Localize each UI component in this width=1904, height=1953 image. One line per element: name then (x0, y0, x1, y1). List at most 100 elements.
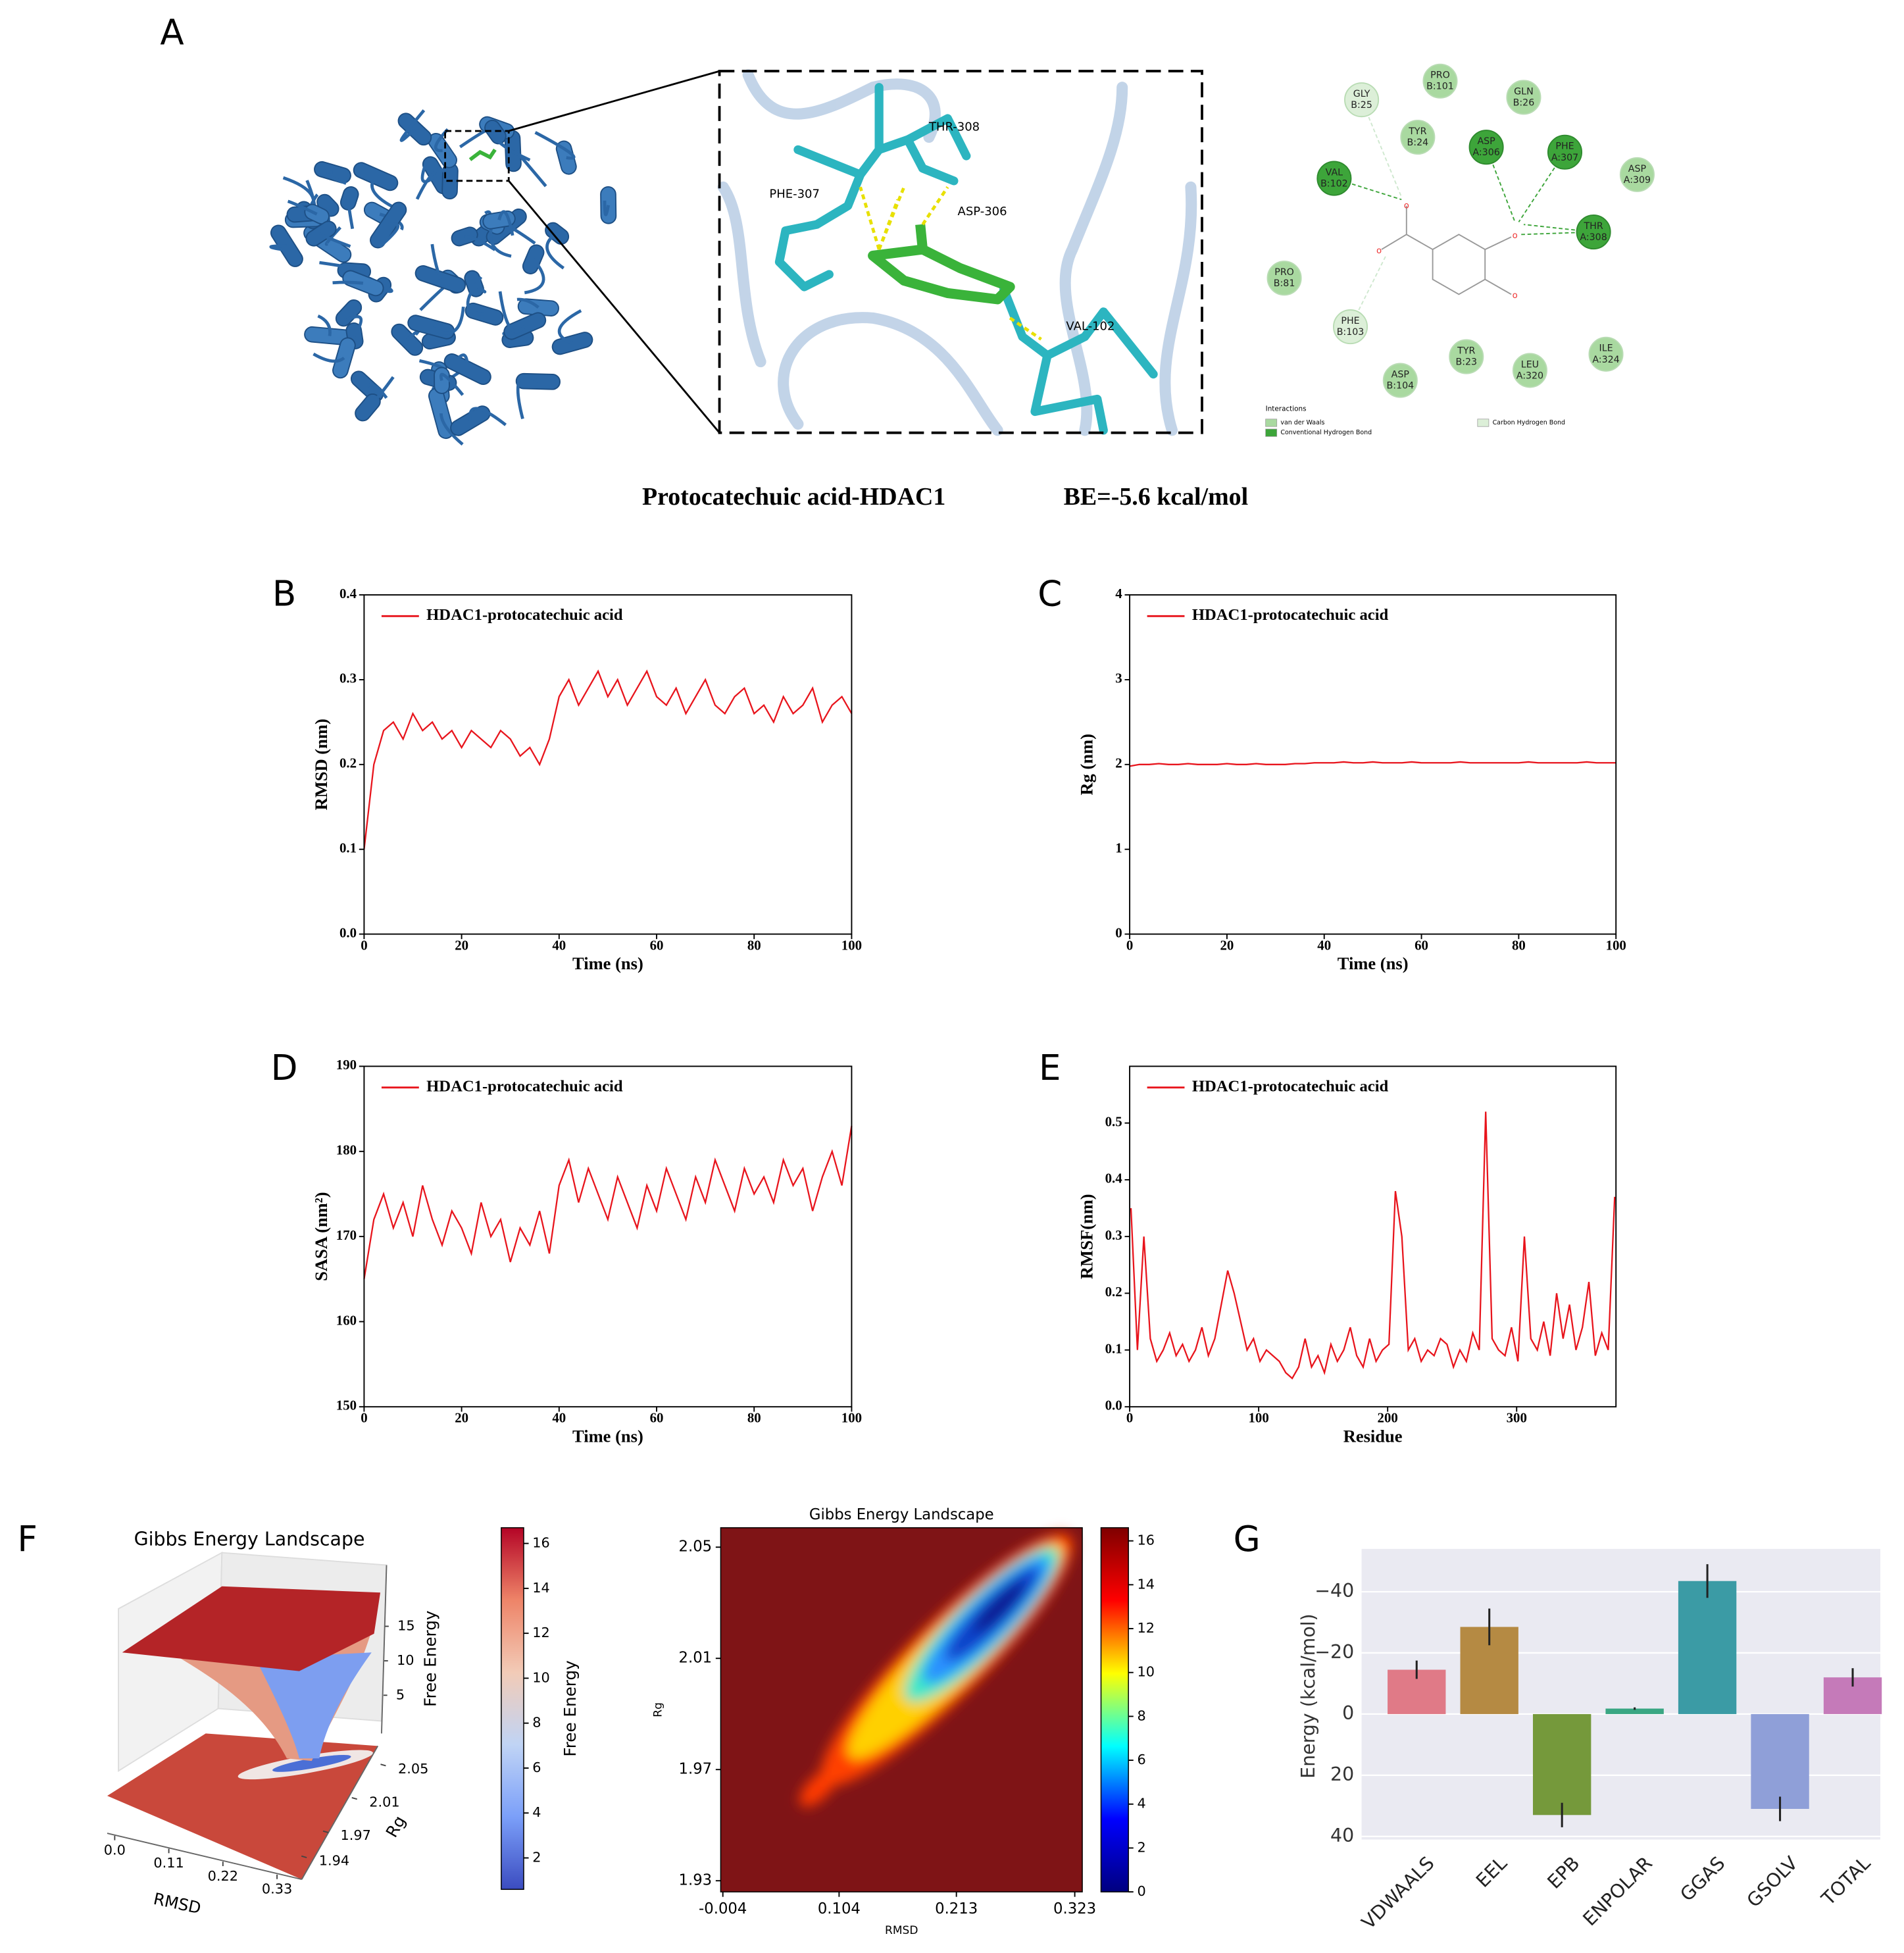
colorbar-tick-label: 4 (532, 1804, 541, 1820)
x-tick-label: 60 (650, 1410, 664, 1426)
y-axis-label: SASA (nm²) (311, 1192, 331, 1281)
coil (313, 352, 345, 363)
x-tick-label: 100 (1249, 1410, 1269, 1426)
axis-line (301, 1745, 379, 1880)
series-line (363, 669, 853, 850)
coil (466, 276, 485, 316)
x-tick-label: 0.104 (818, 1900, 861, 1917)
coil (505, 141, 547, 188)
svg-text:o: o (1376, 246, 1382, 256)
coil (545, 232, 565, 270)
series-line (363, 1125, 853, 1280)
colorbar-tick-label: 2 (532, 1850, 541, 1865)
coil (430, 306, 465, 335)
y-tick-label: 20 (1330, 1763, 1354, 1785)
coil (415, 168, 452, 200)
y-tick-label: 1.93 (679, 1872, 713, 1889)
residue-name: ASP (1391, 370, 1410, 380)
ligand-atoms: o o o o (1376, 201, 1518, 301)
coil (430, 243, 442, 280)
colorbar-tick-label: 12 (1137, 1620, 1155, 1636)
panel-label: D (271, 1048, 298, 1088)
x-tick-label: VDWAALS (1357, 1852, 1438, 1933)
x-axis-label: RMSD (152, 1889, 203, 1918)
coil (366, 383, 388, 399)
colorbar-tick-label: 4 (1137, 1796, 1145, 1812)
residue-name: PHE (1341, 316, 1359, 326)
colorbar-tick-label: 10 (1137, 1664, 1155, 1680)
y-tick-label: 190 (336, 1057, 357, 1073)
legend-label: Conventional Hydrogen Bond (1280, 429, 1372, 436)
panel-label: A (160, 13, 184, 53)
coil (473, 282, 487, 293)
zoom-source-box (444, 130, 510, 182)
residue-node (1382, 363, 1418, 398)
colorbar-tick-label: 2 (1137, 1839, 1145, 1855)
residue-id: B:104 (1387, 381, 1415, 392)
y-tick-label: 0.1 (1105, 1340, 1122, 1356)
x-tick-label: 100 (1606, 937, 1626, 953)
coil (439, 372, 464, 396)
helix (551, 332, 593, 355)
residue-id: A:307 (1551, 153, 1578, 163)
x-tick-label: 80 (747, 1410, 761, 1426)
x-tick-label: EEL (1472, 1852, 1511, 1892)
axis-tick (351, 1797, 357, 1800)
coil (449, 353, 470, 370)
axis-line (107, 1833, 302, 1881)
tick-label: 0.22 (208, 1868, 238, 1884)
y-tick-label: 0.0 (1105, 1398, 1122, 1413)
svg-text:o: o (1513, 291, 1518, 301)
panel-label: B (272, 574, 296, 615)
x-tick-label: GSOLV (1743, 1852, 1803, 1912)
colorbar-tick-label: 0 (1137, 1883, 1145, 1899)
y-tick-label: 0.5 (1105, 1113, 1122, 1129)
coil (366, 376, 395, 409)
x-axis-label: Time (ns) (1338, 953, 1409, 973)
residue-id: B:81 (1274, 278, 1295, 289)
x-tick-label: 0 (1126, 1410, 1133, 1426)
residue-id: B:103 (1337, 327, 1365, 338)
y-tick-label: 1 (1115, 840, 1122, 855)
legend-label: Carbon Hydrogen Bond (1493, 419, 1565, 426)
bar (1678, 1581, 1737, 1714)
legend-title: Interactions (1266, 405, 1307, 413)
axis-tick (301, 1855, 307, 1858)
residue-node (1468, 130, 1504, 165)
x-axis-label: Time (ns) (572, 953, 643, 973)
legend-label: HDAC1-protocatechuic acid (1192, 1077, 1389, 1095)
x-axis-label: RMSD (885, 1924, 918, 1937)
zoom-line (508, 180, 720, 434)
residue-id: B:23 (1455, 357, 1477, 368)
colorbar-tick-label: 6 (532, 1760, 541, 1775)
x-tick-label: 200 (1378, 1410, 1398, 1426)
x-tick-label: 40 (1317, 937, 1331, 953)
x-axis-label: Time (ns) (572, 1426, 643, 1446)
y-tick-label: 1.97 (679, 1761, 713, 1778)
x-tick-label: -0.004 (699, 1900, 747, 1917)
y-tick-label: 160 (336, 1312, 357, 1328)
legend-label: HDAC1-protocatechuic acid (1192, 606, 1389, 624)
residue-name: ASP (1477, 136, 1495, 147)
bar (1605, 1708, 1664, 1714)
panel-label: E (1039, 1048, 1061, 1088)
coil (603, 200, 611, 216)
axis-tick (322, 1830, 329, 1833)
figure-subtitle: BE=-5.6 kcal/mol (1064, 483, 1249, 511)
colorbar-tick-label: 14 (1137, 1576, 1155, 1592)
colorbar-label: Free Energy (561, 1660, 580, 1756)
residue-name: PHE (1555, 141, 1574, 152)
plot-frame (363, 594, 853, 935)
ligand-2d (1334, 99, 1594, 328)
x-tick-label: 40 (552, 937, 566, 953)
coil (516, 297, 539, 309)
residue-name: VAL (1326, 168, 1343, 178)
x-tick-label: 20 (455, 1410, 468, 1426)
y-tick-label: 170 (336, 1227, 357, 1243)
residue-name: LEU (1521, 359, 1539, 370)
coil (420, 163, 438, 184)
series-line (1130, 1111, 1616, 1380)
tick-label: 10 (397, 1652, 414, 1668)
residue-id: B:101 (1426, 82, 1454, 92)
y-axis-label: Rg (382, 1812, 409, 1840)
